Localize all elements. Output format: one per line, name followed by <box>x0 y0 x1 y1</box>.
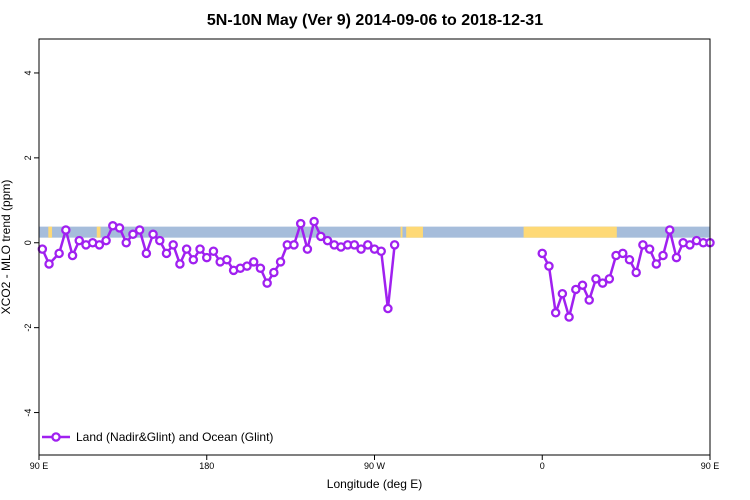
data-point <box>302 244 313 254</box>
data-point <box>644 244 655 254</box>
data-point <box>356 244 366 254</box>
data-point <box>175 259 185 269</box>
data-point <box>537 248 548 259</box>
data-point <box>631 267 641 278</box>
data-point <box>242 261 252 271</box>
legend-entry: Land (Nadir&Glint) and Ocean (Glint) <box>76 430 273 444</box>
data-point <box>222 254 232 265</box>
data-point <box>322 235 333 246</box>
land-ocean-strip <box>39 226 710 238</box>
data-point <box>54 248 64 259</box>
land-patch <box>96 226 101 238</box>
data-point <box>208 246 219 256</box>
land-patch <box>523 226 617 238</box>
data-point <box>74 235 85 246</box>
legend: Land (Nadir&Glint) and Ocean (Glint) <box>42 430 273 444</box>
data-point <box>94 240 105 250</box>
data-point <box>161 248 172 259</box>
data-point <box>557 288 568 299</box>
y-tick-label: -2 <box>23 324 33 332</box>
data-point <box>201 252 212 263</box>
data-point <box>651 259 662 269</box>
data-point <box>61 225 71 235</box>
data-point <box>44 259 54 269</box>
data-point <box>128 229 138 240</box>
data-point <box>309 216 319 227</box>
data-point <box>584 295 594 305</box>
data-point <box>618 248 628 259</box>
data-point <box>624 254 635 265</box>
y-tick-label: 0 <box>23 240 33 245</box>
y-axis-label: XCO2 - MLO trend (ppm) <box>0 180 13 315</box>
data-point <box>188 254 199 265</box>
data-point <box>638 240 648 250</box>
data-point <box>262 278 272 288</box>
legend-marker-swatch <box>51 432 61 442</box>
land-patch <box>48 226 53 238</box>
ocean-strip <box>39 226 710 238</box>
x-tick-label: 90 W <box>364 461 386 471</box>
data-point <box>141 248 152 259</box>
data-point <box>685 240 695 250</box>
x-tick-label: 180 <box>199 461 214 471</box>
data-point <box>383 303 393 314</box>
data-point <box>248 257 259 267</box>
data-point <box>195 244 205 254</box>
data-point <box>349 240 360 250</box>
data-point <box>269 267 279 278</box>
data-point <box>114 223 125 233</box>
y-tick-label: -4 <box>23 409 33 417</box>
y-tick-label: 4 <box>23 70 33 75</box>
data-point <box>376 246 386 256</box>
data-point <box>255 263 266 273</box>
data-point <box>168 240 178 250</box>
data-point <box>101 235 111 246</box>
data-point <box>564 312 574 322</box>
data-point <box>121 238 131 248</box>
data-point <box>544 261 554 271</box>
data-point <box>295 218 306 229</box>
x-tick-label: 0 <box>540 461 545 471</box>
axes: 90 E 180 90 W 0 90 E -4 -2 0 2 4 <box>23 70 719 471</box>
x-axis-label: Longitude (deg E) <box>327 477 422 491</box>
data-point <box>181 244 192 254</box>
data-point <box>591 274 601 284</box>
land-patch <box>400 226 403 238</box>
data-point <box>363 240 373 250</box>
data-point <box>597 278 608 288</box>
data-point <box>316 231 326 242</box>
data-point <box>389 240 400 250</box>
chart-title: 5N-10N May (Ver 9) 2014-09-06 to 2018-12… <box>207 12 543 29</box>
data-point <box>289 240 299 250</box>
data-point <box>658 250 668 261</box>
data-point <box>604 274 615 284</box>
data-point <box>275 257 286 267</box>
series-layer <box>37 216 715 322</box>
data-point <box>155 235 165 246</box>
land-patch <box>406 226 423 238</box>
data-point <box>577 280 588 290</box>
data-point <box>67 250 78 261</box>
data-point <box>134 225 145 235</box>
data-point <box>148 229 158 240</box>
x-tick-label: 90 E <box>701 461 720 471</box>
data-point <box>671 252 682 263</box>
data-point <box>571 284 581 295</box>
y-tick-label: 2 <box>23 155 33 160</box>
data-point <box>550 308 561 318</box>
x-tick-label: 90 E <box>30 461 49 471</box>
data-point <box>664 225 675 235</box>
data-point <box>37 244 48 254</box>
